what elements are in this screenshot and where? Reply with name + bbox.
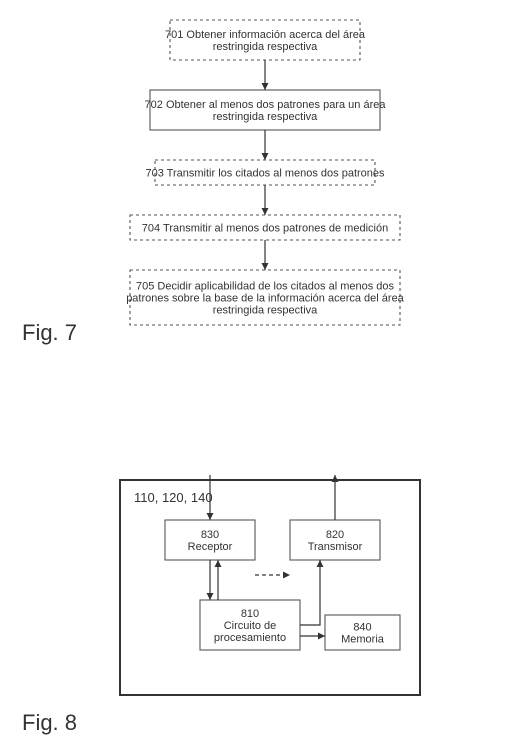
flow-box-text: patrones sobre la base de la información… [126, 293, 404, 305]
flow-box-text: 702 Obtener al menos dos patrones para u… [145, 99, 387, 111]
flow-box-n703: 703 Transmitir los citados al menos dos … [145, 160, 385, 185]
block-box-text: 810 [241, 608, 259, 620]
figure-label-7: Fig. 7 [22, 320, 77, 345]
block-box-text: 820 [326, 529, 344, 541]
block-box-text: procesamiento [214, 632, 286, 644]
block-box-text: Circuito de [224, 620, 277, 632]
flow-box-n704: 704 Transmitir al menos dos patrones de … [130, 215, 400, 240]
block-box-cpu: 810Circuito deprocesamiento [200, 600, 300, 650]
figure-label-8: Fig. 8 [22, 710, 77, 735]
block-box-rx: 830Receptor [165, 520, 255, 560]
block-box-tx: 820Transmisor [290, 520, 380, 560]
flow-box-text: 704 Transmitir al menos dos patrones de … [142, 223, 388, 235]
block-box-text: Receptor [188, 541, 233, 553]
flow-box-text: 703 Transmitir los citados al menos dos … [145, 168, 385, 180]
block-box-text: Memoria [341, 634, 385, 646]
block-box-mem: 840Memoria [325, 615, 400, 650]
block-box-text: Transmisor [308, 541, 363, 553]
flow-box-text: 701 Obtener información acerca del área [165, 29, 366, 41]
flow-box-n701: 701 Obtener información acerca del árear… [165, 20, 366, 60]
block-ref-label: 110, 120, 140 [134, 490, 213, 505]
block-box-text: 830 [201, 529, 219, 541]
block-outer [120, 480, 420, 695]
flow-box-text: 705 Decidir aplicabilidad de los citados… [136, 281, 395, 293]
flow-box-n705: 705 Decidir aplicabilidad de los citados… [126, 270, 404, 325]
block-box-text: 840 [353, 622, 371, 634]
arrow-cpu-tx [300, 560, 320, 625]
flow-box-text: restringida respectiva [213, 305, 318, 317]
flow-box-n702: 702 Obtener al menos dos patrones para u… [145, 90, 387, 130]
flow-box-text: restringida respectiva [213, 41, 318, 53]
flow-box-text: restringida respectiva [213, 111, 318, 123]
